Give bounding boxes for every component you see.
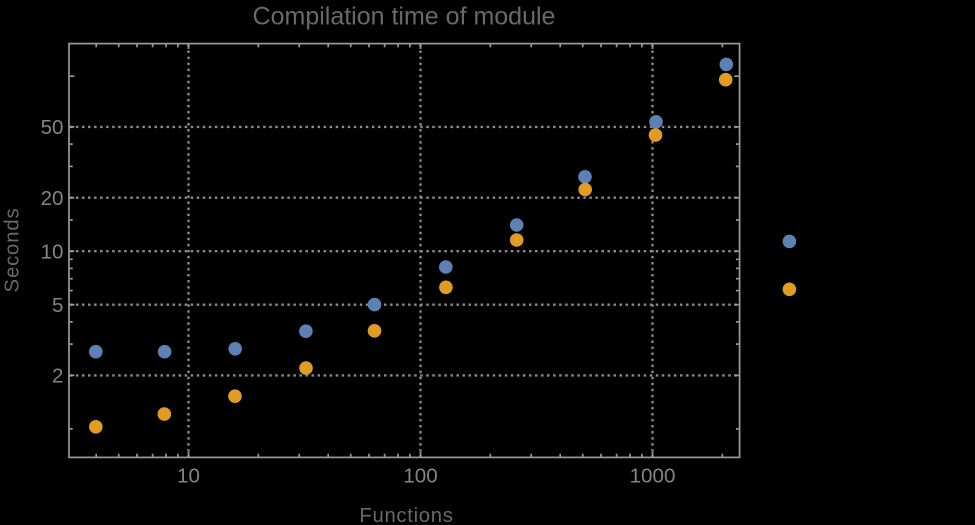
svg-text:10: 10 — [177, 465, 200, 488]
svg-text:50: 50 — [41, 116, 64, 139]
svg-text:2: 2 — [52, 365, 63, 388]
svg-text:Functions: Functions — [359, 505, 453, 525]
svg-text:20: 20 — [41, 187, 64, 210]
svg-text:1000: 1000 — [630, 465, 676, 488]
svg-text:Seconds: Seconds — [2, 208, 24, 293]
svg-text:5: 5 — [52, 294, 63, 317]
svg-text:100: 100 — [403, 465, 437, 488]
svg-text:10: 10 — [41, 241, 64, 264]
svg-text:Compilation time of module: Compilation time of module — [253, 3, 556, 31]
